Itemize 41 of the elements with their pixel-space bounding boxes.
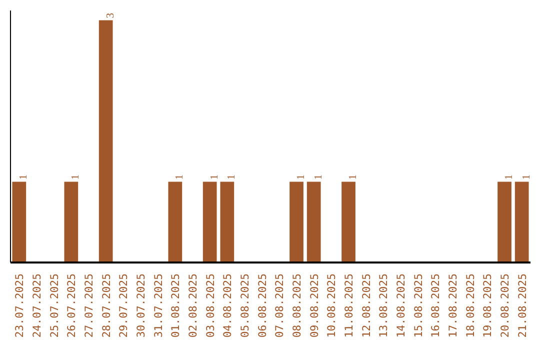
data-label: 1 <box>18 174 30 180</box>
x-tick-label: 03.08.2025 <box>204 274 217 338</box>
x-tick-label: 28.07.2025 <box>100 274 113 338</box>
x-tick-label: 23.07.2025 <box>13 274 26 338</box>
x-tick-label: 05.08.2025 <box>238 274 252 338</box>
data-label: 1 <box>313 174 324 180</box>
x-tick-label: 24.07.2025 <box>30 274 44 338</box>
x-tick-label: 02.08.2025 <box>186 274 200 338</box>
x-tick-label: 20.08.2025 <box>498 274 512 338</box>
data-label: 1 <box>226 174 238 180</box>
x-tick-label: 14.08.2025 <box>394 274 408 338</box>
x-tick-label: 13.08.2025 <box>377 274 390 338</box>
x-tick-label: 29.07.2025 <box>117 274 130 338</box>
x-tick-label: 27.07.2025 <box>82 274 96 338</box>
x-tick-label: 17.08.2025 <box>446 274 460 338</box>
data-label: 1 <box>70 174 82 180</box>
x-tick-label: 19.08.2025 <box>481 274 494 338</box>
x-tick-label: 12.08.2025 <box>360 274 373 338</box>
data-label: 1 <box>209 174 220 180</box>
data-label: 3 <box>105 12 116 18</box>
data-label: 1 <box>521 174 532 180</box>
x-tick-label: 11.08.2025 <box>342 274 356 338</box>
x-tick-label: 31.07.2025 <box>152 274 165 338</box>
data-label: 1 <box>174 174 186 180</box>
x-tick-label: 16.08.2025 <box>429 274 442 338</box>
x-tick-label: 08.08.2025 <box>290 274 304 338</box>
x-tick-label: 15.08.2025 <box>412 274 425 338</box>
x-tick-label: 21.08.2025 <box>516 274 529 338</box>
x-tick-label: 25.07.2025 <box>48 274 61 338</box>
x-tick-label: 10.08.2025 <box>325 274 338 338</box>
x-tick-label: 06.08.2025 <box>256 274 269 338</box>
x-tick-label: 07.08.2025 <box>273 274 286 338</box>
x-tick-label: 30.07.2025 <box>134 274 148 338</box>
x-tick-label: 09.08.2025 <box>308 274 321 338</box>
x-tick-label: 18.08.2025 <box>464 274 477 338</box>
x-tick-label: 01.08.2025 <box>169 274 182 338</box>
data-label: 1 <box>296 174 307 180</box>
x-tick-label: 04.08.2025 <box>221 274 234 338</box>
data-label: 1 <box>348 174 359 180</box>
data-label: 1 <box>504 174 515 180</box>
x-tick-label: 26.07.2025 <box>65 274 78 338</box>
